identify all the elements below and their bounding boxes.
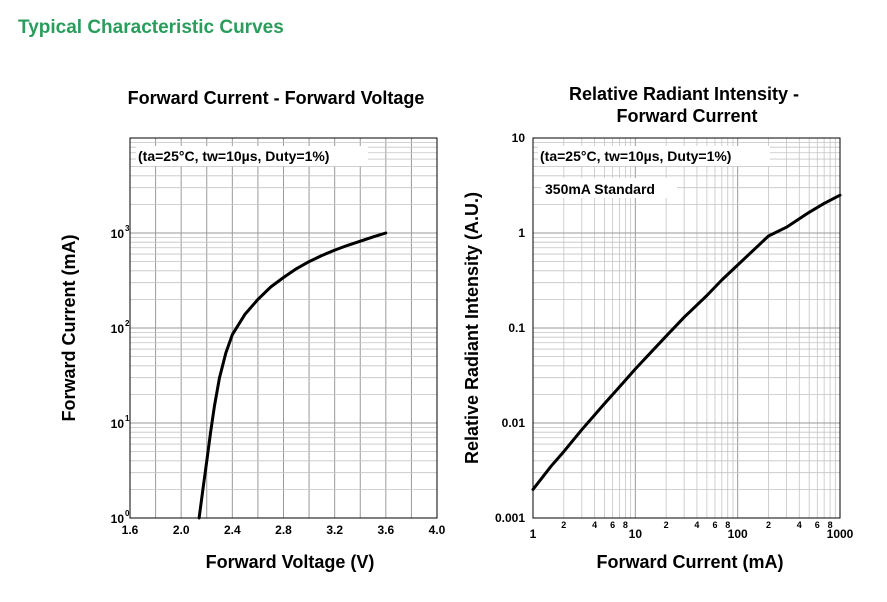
chart1-y-tick-exponent: 2 [125, 319, 130, 328]
chart2-x-minor-tick-label: 8 [725, 520, 730, 530]
chart2-x-minor-tick-label: 4 [797, 520, 802, 530]
chart2-x-axis-label: Forward Current (mA) [596, 552, 783, 572]
chart2-x-tick-label: 10 [629, 527, 643, 541]
chart2-title-line1: Relative Radiant Intensity - [569, 84, 799, 104]
chart1-plot-frame [129, 137, 438, 519]
chart2-y-axis-label: Relative Radiant Intensity (A.U.) [462, 192, 482, 464]
chart1-y-tick-label: 10 [111, 322, 125, 336]
chart2-x-minor-tick-label: 6 [815, 520, 820, 530]
chart1-title: Forward Current - Forward Voltage [128, 88, 425, 108]
chart1-x-tick-label: 3.2 [326, 523, 343, 537]
chart1-x-tick-label: 2.4 [224, 523, 241, 537]
chart1-y-tick-exponent: 0 [125, 509, 130, 518]
chart2-annotation: (ta=25°C, tw=10µs, Duty=1%) [540, 148, 731, 164]
chart1-x-tick-label: 2.0 [173, 523, 190, 537]
chart2-x-minor-tick-label: 4 [694, 520, 699, 530]
chart2-x-tick-label: 1000 [827, 527, 854, 541]
chart1-y-axis-label: Forward Current (mA) [59, 234, 79, 421]
chart2-title-line2: Forward Current [616, 106, 757, 126]
chart1-y-tick-label: 10 [111, 227, 125, 241]
chart1-series-line [197, 231, 388, 520]
chart2-x-minor-tick-label: 2 [561, 520, 566, 530]
chart1-y-tick-exponent: 1 [125, 414, 130, 423]
chart2-y-tick-label: 0.1 [508, 321, 525, 335]
chart2-x-minor-tick-label: 2 [664, 520, 669, 530]
chart1-x-axis-label: Forward Voltage (V) [206, 552, 375, 572]
chart2-x-tick-label: 1 [530, 527, 537, 541]
chart2-y-tick-label: 10 [512, 131, 526, 145]
chart2-x-minor-tick-label: 8 [828, 520, 833, 530]
chart2-annotation2: 350mA Standard [545, 181, 655, 197]
chart2-x-minor-tick-label: 8 [623, 520, 628, 530]
chart2-y-tick-label: 1 [518, 226, 525, 240]
chart1-x-tick-label: 4.0 [429, 523, 446, 537]
chart2-x-minor-tick-label: 6 [610, 520, 615, 530]
chart2-x-minor-tick-label: 2 [766, 520, 771, 530]
chart1-x-tick-label: 3.6 [377, 523, 394, 537]
chart1-annotation: (ta=25°C, tw=10µs, Duty=1%) [138, 148, 329, 164]
chart2-y-tick-label: 0.01 [502, 416, 526, 430]
chart1-x-tick-label: 1.6 [122, 523, 139, 537]
chart1-annotation-bg [136, 146, 368, 166]
chart-relative-intensity-current: Relative Radiant Intensity - Forward Cur… [462, 84, 854, 572]
chart1-y-tick-label: 10 [111, 512, 125, 526]
chart-forward-current-voltage: Forward Current - Forward Voltage 1.6 2.0… [59, 88, 446, 572]
section-title: Typical Characteristic Curves [18, 17, 284, 38]
chart2-plot-frame [532, 137, 841, 519]
chart1-y-tick-label: 10 [111, 417, 125, 431]
chart2-annotation2-bg [541, 178, 677, 198]
chart1-grid [129, 138, 438, 519]
chart1-y-tick-exponent: 3 [125, 224, 130, 233]
chart1-x-tick-label: 2.8 [275, 523, 292, 537]
chart2-x-minor-tick-label: 6 [712, 520, 717, 530]
chart2-x-tick-label: 100 [728, 527, 748, 541]
chart2-annotation-bg [538, 146, 770, 166]
chart2-y-tick-label: 0.001 [495, 511, 525, 525]
chart2-series-line [531, 193, 842, 491]
chart2-x-minor-tick-label: 4 [592, 520, 597, 530]
